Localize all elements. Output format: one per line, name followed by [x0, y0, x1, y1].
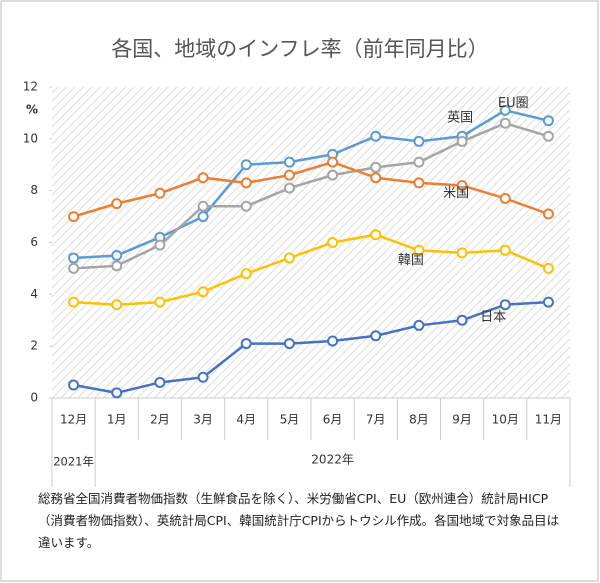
point: [111, 260, 123, 272]
point: [413, 244, 425, 256]
point: [111, 198, 123, 210]
y-tick-label: 6: [30, 235, 38, 249]
point: [283, 156, 295, 168]
point: [542, 115, 554, 127]
series-line: [73, 121, 549, 270]
point: [197, 200, 209, 212]
point: [499, 104, 511, 116]
point: [542, 208, 554, 220]
point: [413, 177, 425, 189]
point: [456, 135, 468, 147]
point: [111, 299, 123, 311]
point: [413, 319, 425, 331]
point: [499, 117, 511, 129]
series-label: 米国: [443, 186, 469, 201]
x-tick-label: 6月: [323, 413, 343, 427]
y-tick-label: 8: [30, 183, 38, 197]
point: [283, 182, 295, 194]
series-line: [73, 300, 549, 395]
point: [370, 130, 382, 142]
point: [240, 338, 252, 350]
x-tick-label: 5月: [280, 413, 300, 427]
y-unit: %: [26, 103, 38, 117]
point: [283, 338, 295, 350]
point: [240, 177, 252, 189]
point: [240, 268, 252, 280]
point: [542, 130, 554, 142]
point: [197, 172, 209, 184]
series-label: EU圏: [498, 96, 529, 111]
point: [327, 335, 339, 347]
point: [283, 252, 295, 264]
point: [111, 387, 123, 399]
series-line: [73, 233, 549, 306]
x-tick-label: 12月: [60, 413, 87, 427]
point: [370, 330, 382, 342]
point: [370, 229, 382, 241]
point: [370, 172, 382, 184]
point: [499, 192, 511, 204]
point: [240, 200, 252, 212]
point: [413, 156, 425, 168]
x-tick-label: 10月: [492, 413, 519, 427]
x-tick-label: 4月: [236, 413, 256, 427]
series-line: [73, 108, 549, 260]
point: [327, 237, 339, 248]
point: [197, 286, 209, 298]
point: [154, 187, 166, 199]
point: [327, 169, 339, 181]
x-tick-label: 9月: [452, 413, 472, 427]
y-tick-label: 0: [30, 391, 38, 405]
x-tick-label: 2月: [150, 413, 170, 427]
point: [283, 169, 295, 181]
series-label: 日本: [480, 310, 506, 325]
point: [327, 156, 339, 168]
point: [197, 371, 209, 383]
point: [456, 247, 468, 259]
chart-title: 各国、地域のインフレ率（前年同月比）: [111, 37, 488, 61]
point: [456, 179, 468, 191]
x-tick-label: 3月: [193, 413, 213, 427]
point: [154, 296, 166, 308]
point: [413, 135, 425, 147]
series-line: [73, 160, 549, 218]
y-tick-label: 4: [30, 287, 38, 301]
point: [111, 249, 123, 261]
point: [542, 262, 554, 274]
point: [197, 211, 209, 223]
point: [154, 239, 166, 251]
x-tick-label: 7月: [366, 413, 386, 427]
group-label: 2022年: [311, 453, 354, 467]
x-tick-label: 1月: [107, 413, 127, 427]
point: [370, 161, 382, 173]
x-tick-label: 11月: [535, 413, 562, 427]
point: [499, 244, 511, 256]
note: 総務省全国消費者物価指数（生鮮食品を除く）、米労働省CPI、EU（欧州連合）統計…: [38, 491, 560, 550]
point: [456, 314, 468, 326]
point: [68, 379, 80, 391]
series-label: 英国: [447, 111, 473, 126]
point: [499, 299, 511, 311]
point: [68, 252, 80, 264]
point: [240, 159, 252, 171]
point: [68, 211, 80, 223]
y-tick-label: 12: [23, 80, 38, 94]
plot-area: [52, 87, 570, 398]
y-tick-label: 2: [30, 339, 38, 353]
point: [68, 296, 80, 308]
group-label: 2021年: [53, 455, 94, 469]
point: [154, 376, 166, 388]
series-label: 韓国: [398, 253, 424, 268]
point: [68, 262, 80, 274]
point: [542, 296, 554, 308]
x-tick-label: 8月: [409, 413, 429, 427]
y-tick-label: 10: [23, 131, 38, 145]
